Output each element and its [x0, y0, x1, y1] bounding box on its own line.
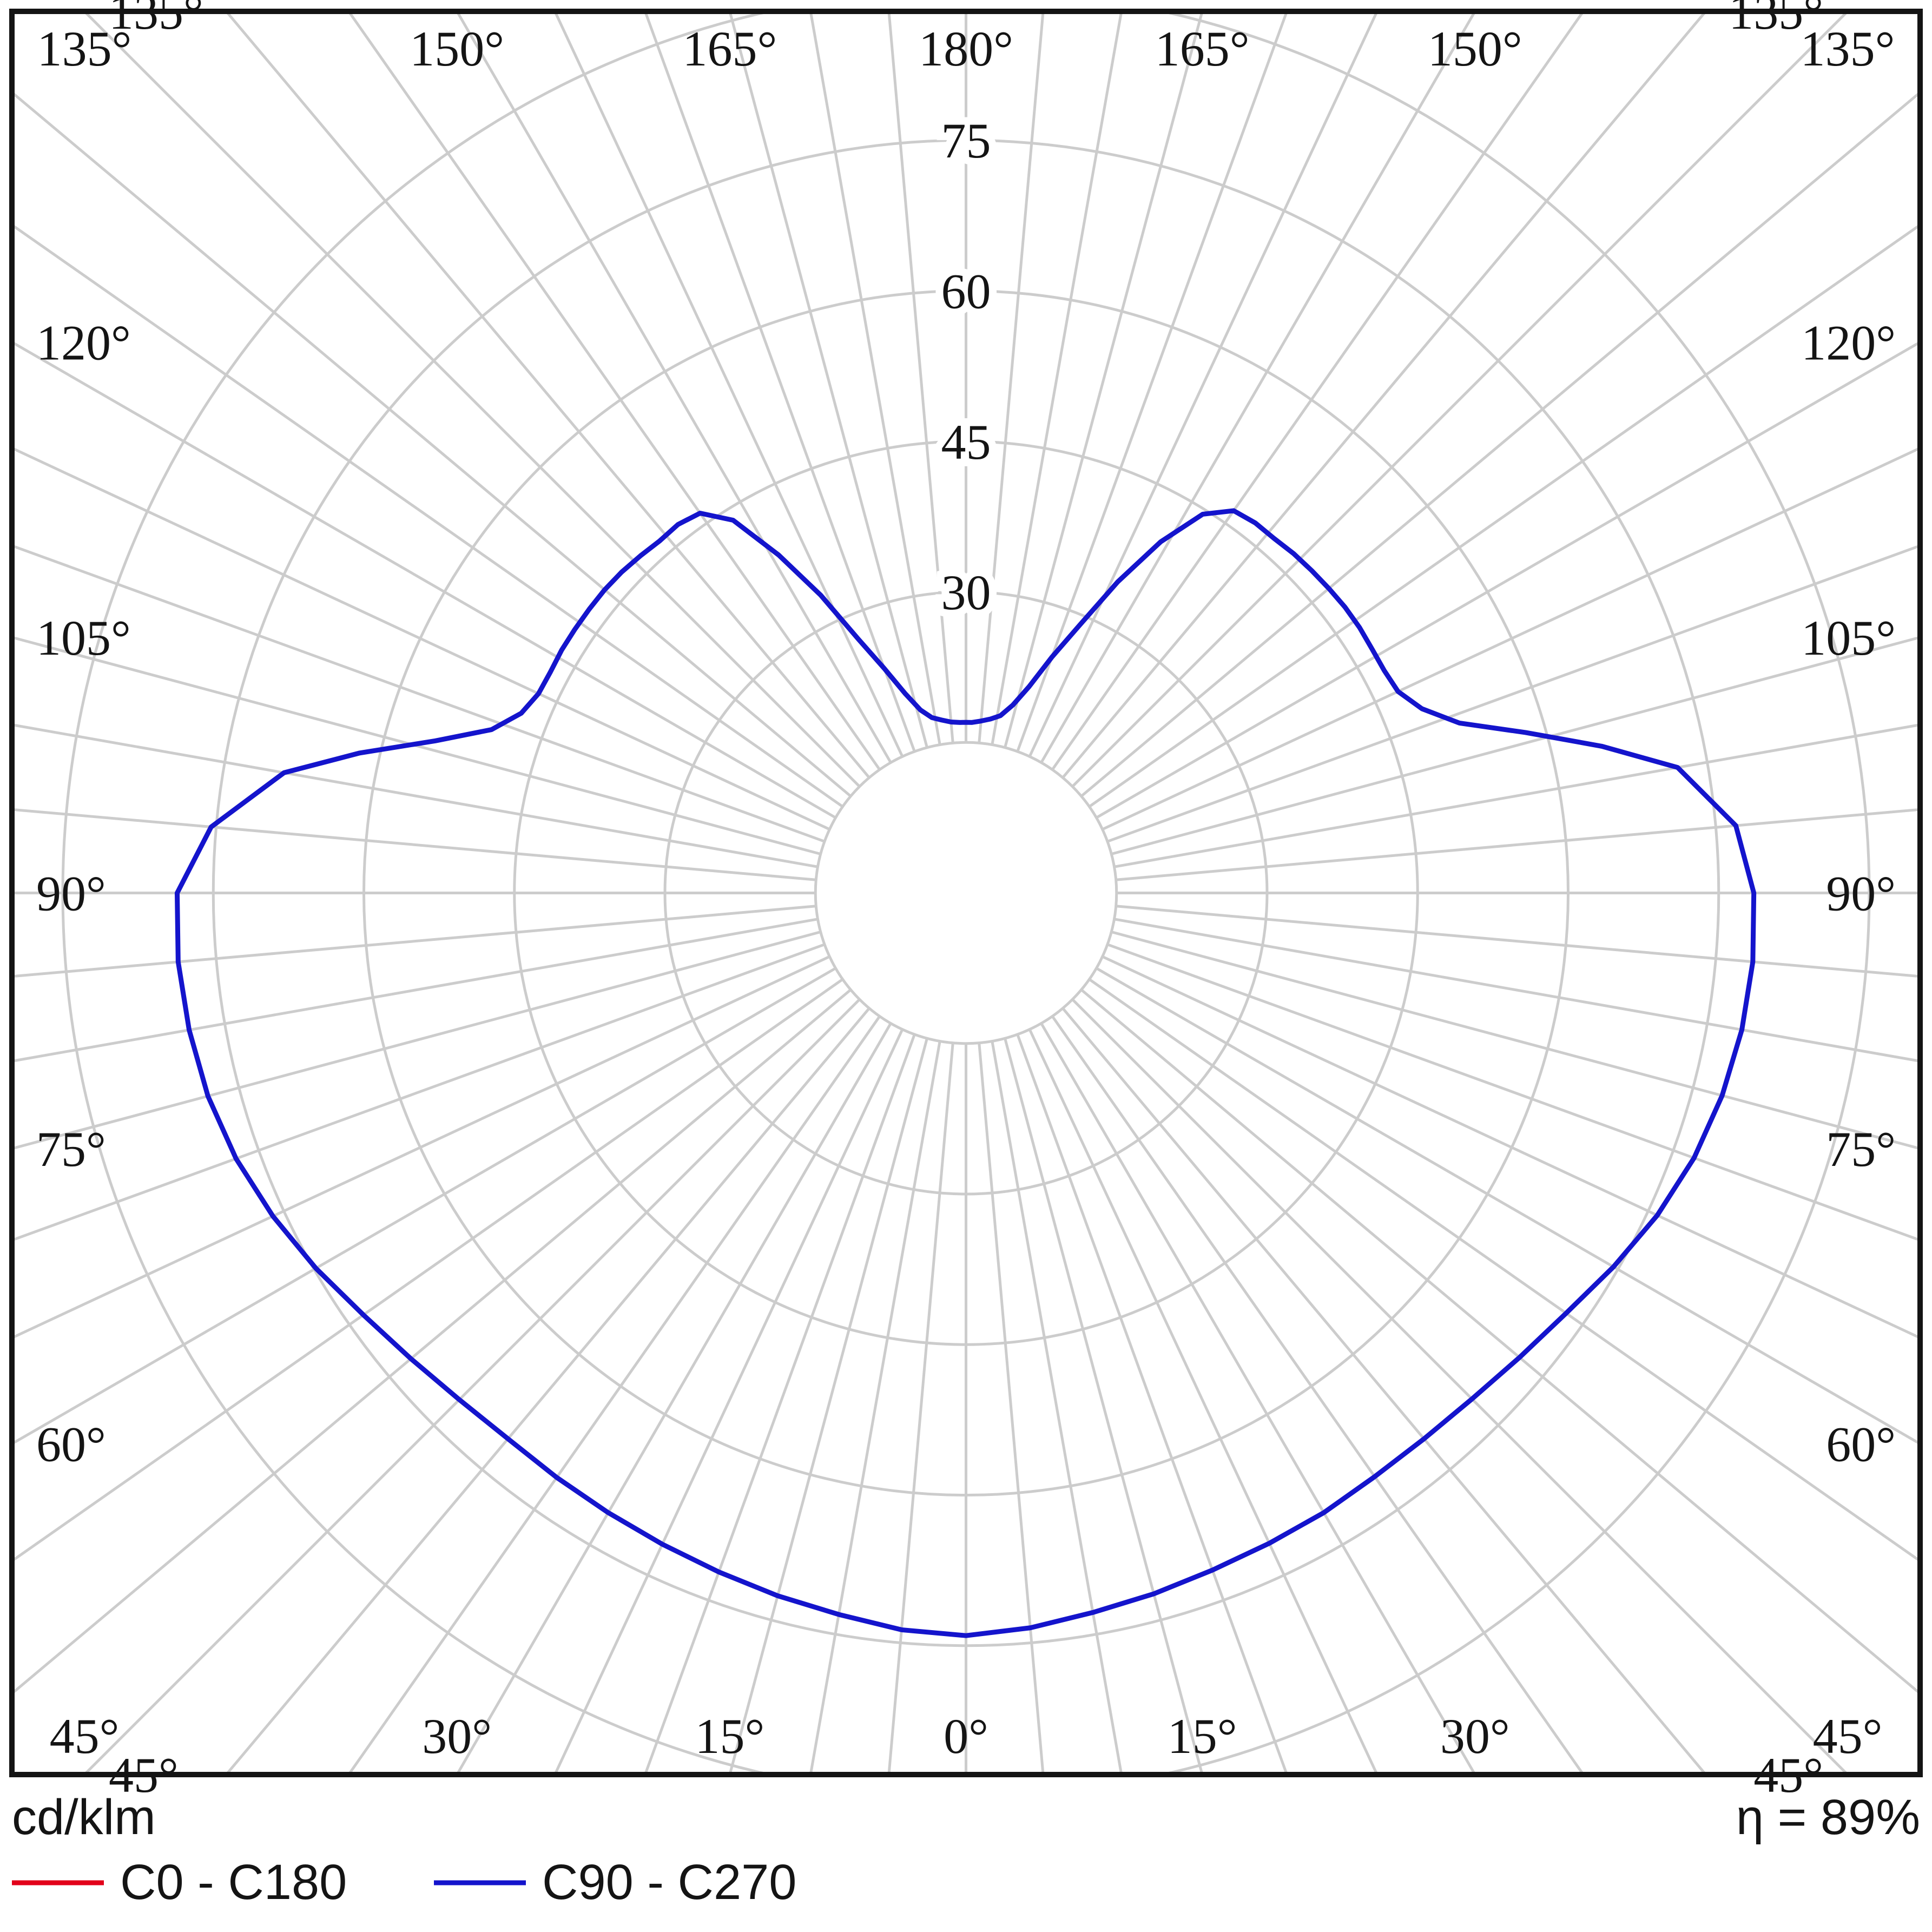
svg-text:105°: 105° — [1801, 610, 1896, 665]
svg-text:30: 30 — [941, 565, 991, 620]
svg-text:150°: 150° — [410, 21, 504, 76]
svg-text:60°: 60° — [1826, 1417, 1896, 1472]
svg-text:135°: 135° — [109, 0, 203, 39]
svg-text:30°: 30° — [422, 1709, 492, 1764]
svg-text:165°: 165° — [1155, 21, 1250, 76]
svg-text:75: 75 — [941, 113, 991, 168]
svg-text:45: 45 — [941, 414, 991, 470]
svg-text:C90 - C270: C90 - C270 — [542, 1855, 796, 1910]
svg-text:45°: 45° — [1813, 1709, 1883, 1764]
svg-text:cd/klm: cd/klm — [12, 1790, 156, 1845]
svg-text:60°: 60° — [36, 1417, 106, 1472]
svg-text:150°: 150° — [1428, 21, 1522, 76]
svg-text:90°: 90° — [36, 866, 106, 921]
svg-text:60: 60 — [941, 264, 991, 319]
svg-text:120°: 120° — [36, 315, 131, 370]
svg-text:0°: 0° — [944, 1709, 988, 1764]
svg-text:90°: 90° — [1826, 866, 1896, 921]
svg-text:30°: 30° — [1440, 1709, 1510, 1764]
svg-text:165°: 165° — [683, 21, 777, 76]
svg-text:15°: 15° — [1168, 1709, 1237, 1764]
svg-text:45°: 45° — [50, 1709, 120, 1764]
svg-text:135°: 135° — [1729, 0, 1823, 39]
svg-text:75°: 75° — [36, 1122, 106, 1177]
svg-text:105°: 105° — [36, 610, 131, 665]
svg-text:15°: 15° — [695, 1709, 765, 1764]
svg-text:η = 89%: η = 89% — [1736, 1790, 1920, 1845]
svg-text:180°: 180° — [919, 21, 1013, 76]
svg-text:75°: 75° — [1826, 1122, 1896, 1177]
svg-text:C0 - C180: C0 - C180 — [120, 1855, 347, 1910]
svg-text:120°: 120° — [1801, 315, 1896, 370]
